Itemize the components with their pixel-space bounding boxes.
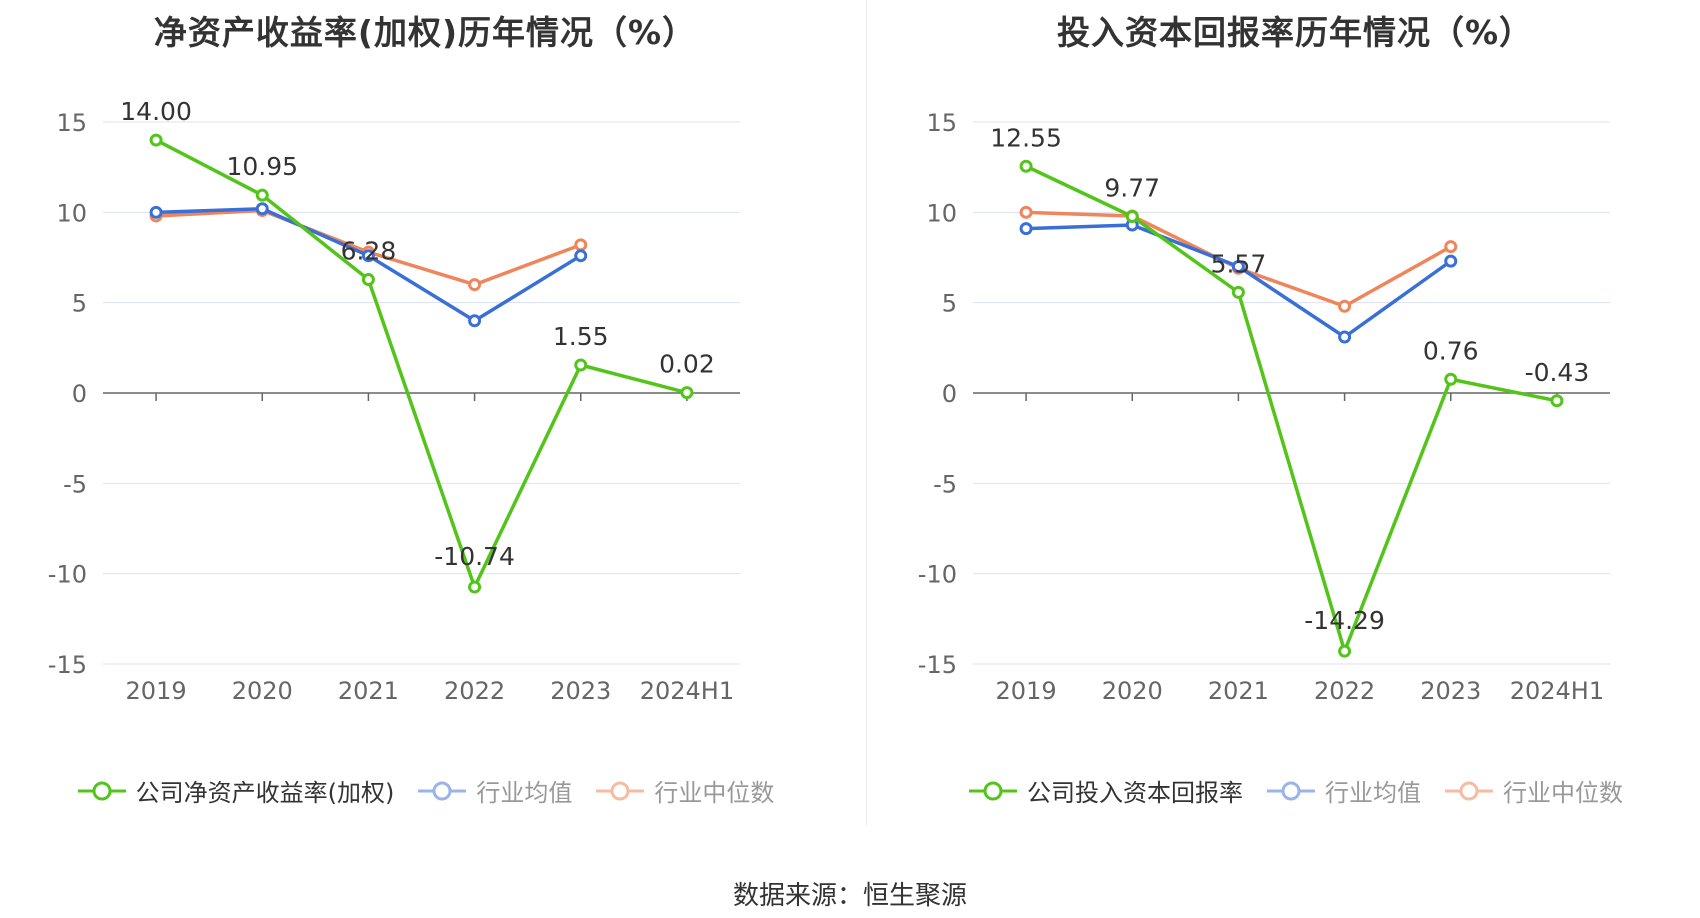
data-point-industry_avg (255, 202, 269, 216)
y-tick-label: 10 (926, 199, 957, 227)
data-point-company (1338, 644, 1352, 658)
legend-median-marker-icon (596, 781, 645, 800)
data-point-company (680, 386, 694, 400)
legend-median-marker-icon (1445, 781, 1493, 800)
series-line-company (155, 138, 688, 589)
x-tick-label: 2021 (338, 677, 399, 705)
data-label: -10.74 (434, 542, 515, 571)
panel-divider (866, 0, 867, 826)
data-point-industry_avg (149, 205, 163, 219)
data-point-industry_median (1019, 205, 1033, 219)
data-label: 1.55 (553, 322, 609, 351)
data-label: 0.76 (1423, 336, 1479, 365)
x-tick-label: 2023 (550, 677, 611, 705)
legend-label: 行业均值 (476, 779, 573, 807)
legend-item-industry-avg[interactable]: 行业均值 (1265, 773, 1421, 808)
roic-plot: 15 10 5 0 -5 -10 -15 2019 2020 2021 2022 2023 2024H1… (918, 109, 1610, 705)
data-point-industry_median (1338, 299, 1352, 313)
y-tick-label: -10 (48, 561, 87, 589)
data-label: 6.28 (341, 237, 397, 266)
x-tick-label: 2024H1 (640, 677, 734, 705)
y-tick-label: 5 (72, 290, 87, 318)
legend-item-industry-median[interactable]: 行业中位数 (594, 773, 774, 808)
data-point-company (1231, 285, 1245, 299)
x-tick-label: 2019 (996, 677, 1057, 705)
data-label: 0.02 (659, 350, 715, 379)
legend-label: 行业均值 (1325, 779, 1421, 807)
y-tick-label: -10 (918, 561, 957, 589)
data-point-company (1019, 159, 1033, 173)
data-point-industry_median (1444, 240, 1458, 254)
legend-label: 行业中位数 (1503, 779, 1623, 807)
data-label: 10.95 (226, 152, 298, 181)
data-point-industry_avg (574, 249, 588, 263)
roic-chart-panel: 投入资本回报率历年情况（%） 15 10 5 0 -5 -10 -15 2019 2020 202… (870, 0, 1700, 830)
data-point-industry_avg (1019, 222, 1033, 236)
legend-company-marker-icon (77, 781, 126, 800)
chart-title: 投入资本回报率历年情况（%） (1056, 13, 1534, 52)
data-point-company (361, 273, 375, 287)
data-label: 5.57 (1211, 249, 1267, 278)
legend: 公司净资产收益率(加权) 行业均值 行业中位数 (0, 773, 850, 808)
y-tick-label: -5 (933, 470, 957, 498)
data-point-industry_median (574, 238, 588, 252)
x-tick-label: 2023 (1420, 677, 1481, 705)
legend-avg-marker-icon (418, 781, 467, 800)
series-line-company (1025, 164, 1558, 653)
y-tick-label: -15 (918, 651, 957, 679)
data-point-company (1444, 372, 1458, 386)
y-tick-label: 5 (942, 290, 957, 318)
legend-label: 公司投入资本回报率 (1027, 779, 1243, 807)
y-tick-label: 15 (926, 109, 957, 137)
x-tick-label: 2024H1 (1510, 677, 1604, 705)
legend-item-industry-median[interactable]: 行业中位数 (1443, 773, 1623, 808)
data-point-industry_avg (361, 249, 375, 263)
data-label: -0.43 (1525, 358, 1590, 387)
data-label: 12.55 (990, 123, 1062, 152)
data-point-company (468, 580, 482, 594)
data-point-industry_avg (1231, 260, 1245, 274)
x-tick-label: 2022 (444, 677, 505, 705)
y-tick-label: 0 (942, 380, 957, 408)
x-tick-label: 2020 (1102, 677, 1163, 705)
x-tick-label: 2021 (1208, 677, 1269, 705)
x-tick-label: 2020 (232, 677, 293, 705)
legend-company-marker-icon (969, 781, 1017, 800)
data-point-company (149, 133, 163, 147)
legend-item-company[interactable]: 公司净资产收益率(加权) (76, 773, 395, 808)
data-label: 9.77 (1104, 173, 1160, 202)
data-label: 14.00 (120, 97, 192, 126)
legend-label: 行业中位数 (654, 779, 775, 807)
data-point-industry_avg (1444, 254, 1458, 268)
chart-title: 净资产收益率(加权)历年情况（%） (153, 13, 697, 52)
x-tick-label: 2022 (1314, 677, 1375, 705)
roe-plot: 15 10 5 0 -5 -10 -15 2019 2020 2021 2022 2023 2024H1… (48, 97, 740, 705)
data-point-company (1125, 209, 1139, 223)
y-tick-label: 0 (72, 380, 87, 408)
data-point-company (574, 358, 588, 372)
legend-avg-marker-icon (1267, 781, 1315, 800)
data-source-label: 数据来源：恒生聚源 (732, 881, 967, 911)
y-tick-label: -5 (63, 470, 87, 498)
legend-item-industry-avg[interactable]: 行业均值 (416, 773, 572, 808)
y-tick-label: 10 (56, 199, 87, 227)
data-point-industry_avg (468, 314, 482, 328)
y-tick-label: 15 (56, 109, 87, 137)
data-point-industry_median (468, 278, 482, 292)
y-tick-label: -15 (48, 651, 87, 679)
data-point-company (1550, 394, 1564, 408)
legend-label: 公司净资产收益率(加权) (135, 779, 395, 807)
x-tick-label: 2019 (126, 677, 187, 705)
legend: 公司投入资本回报率 行业均值 行业中位数 (870, 773, 1700, 808)
roe-chart-panel: 净资产收益率(加权)历年情况（%） 15 10 5 0 -5 -10 -15 2019 2020… (0, 0, 850, 830)
data-point-industry_avg (1338, 330, 1352, 344)
legend-item-company[interactable]: 公司投入资本回报率 (967, 773, 1243, 808)
data-point-company (255, 188, 269, 202)
data-label: -14.29 (1304, 606, 1385, 635)
